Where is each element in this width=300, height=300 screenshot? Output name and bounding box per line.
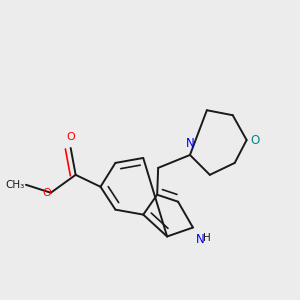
Text: O: O (66, 132, 75, 142)
Text: CH₃: CH₃ (5, 180, 25, 190)
Text: N: N (186, 136, 194, 150)
Text: O: O (250, 134, 260, 147)
Text: H: H (203, 233, 211, 244)
Text: N: N (196, 233, 205, 246)
Text: O: O (43, 188, 51, 198)
